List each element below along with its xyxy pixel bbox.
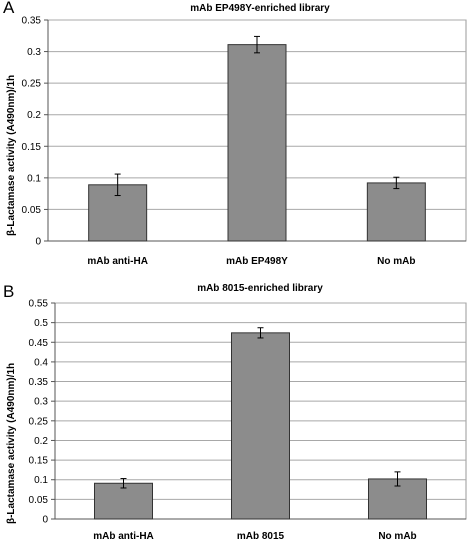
y-tick-label-b: 0.05 bbox=[29, 495, 49, 506]
chart-panel-b: B mAb 8015-enriched library β-Lactamase … bbox=[0, 280, 474, 542]
bar-a bbox=[366, 182, 426, 242]
y-tick-label-b: 0.4 bbox=[34, 357, 48, 368]
chart-title-a: mAb EP498Y-enriched library bbox=[190, 3, 330, 14]
bar-chart-a: 0 0.05 0.1 0.15 0.2 0.25 0.3 0.35 mAb anti-HA mAb… bbox=[22, 16, 467, 267]
y-tick-label-a: 0.25 bbox=[22, 79, 42, 90]
y-tick-label-b: 0.25 bbox=[29, 416, 49, 427]
chart-panel-a: A mAb EP498Y-enriched library β-Lactamas… bbox=[3, 0, 467, 267]
y-tick-label-a: 0.1 bbox=[27, 173, 41, 184]
y-tick-label-a: 0.35 bbox=[22, 16, 42, 27]
y-tick-label-b: 0.5 bbox=[34, 318, 48, 329]
bar-b bbox=[231, 332, 290, 520]
panel-letter-a: A bbox=[3, 0, 15, 17]
y-tick-label-a: 0.15 bbox=[22, 142, 42, 153]
y-tick-label-b: 0.2 bbox=[34, 436, 48, 447]
y-tick-label-b: 0.15 bbox=[29, 456, 49, 467]
bar-chart-b: 0 0.05 0.1 0.15 0.2 0.25 0.3 0.35 0.4 0.45 0.5 0.55… bbox=[29, 299, 467, 542]
y-tick-label-b: 0.55 bbox=[29, 299, 49, 310]
category-label-b: mAb anti-HA bbox=[93, 531, 154, 542]
y-tick-label-a: 0.3 bbox=[27, 47, 41, 58]
category-label-a: No mAb bbox=[377, 256, 415, 267]
y-tick-label-b: 0.45 bbox=[29, 338, 49, 349]
y-tick-label-a: 0.2 bbox=[27, 110, 41, 121]
category-label-a: mAb anti-HA bbox=[87, 256, 148, 267]
category-label-b: mAb 8015 bbox=[237, 531, 285, 542]
chart-title-b: mAb 8015-enriched library bbox=[197, 283, 323, 294]
panel-letter-b: B bbox=[3, 282, 15, 301]
y-tick-label-b: 0.3 bbox=[34, 397, 48, 408]
bar-a bbox=[227, 44, 287, 242]
y-tick-label-b: 0 bbox=[42, 515, 48, 526]
y-tick-label-a: 0.05 bbox=[22, 205, 42, 216]
y-tick-label-b: 0.35 bbox=[29, 377, 49, 388]
category-label-a: mAb EP498Y bbox=[226, 256, 288, 267]
bar-b bbox=[94, 482, 153, 520]
y-tick-label-b: 0.1 bbox=[34, 475, 48, 486]
y-tick-label-a: 0 bbox=[35, 237, 41, 248]
category-label-b: No mAb bbox=[378, 531, 416, 542]
